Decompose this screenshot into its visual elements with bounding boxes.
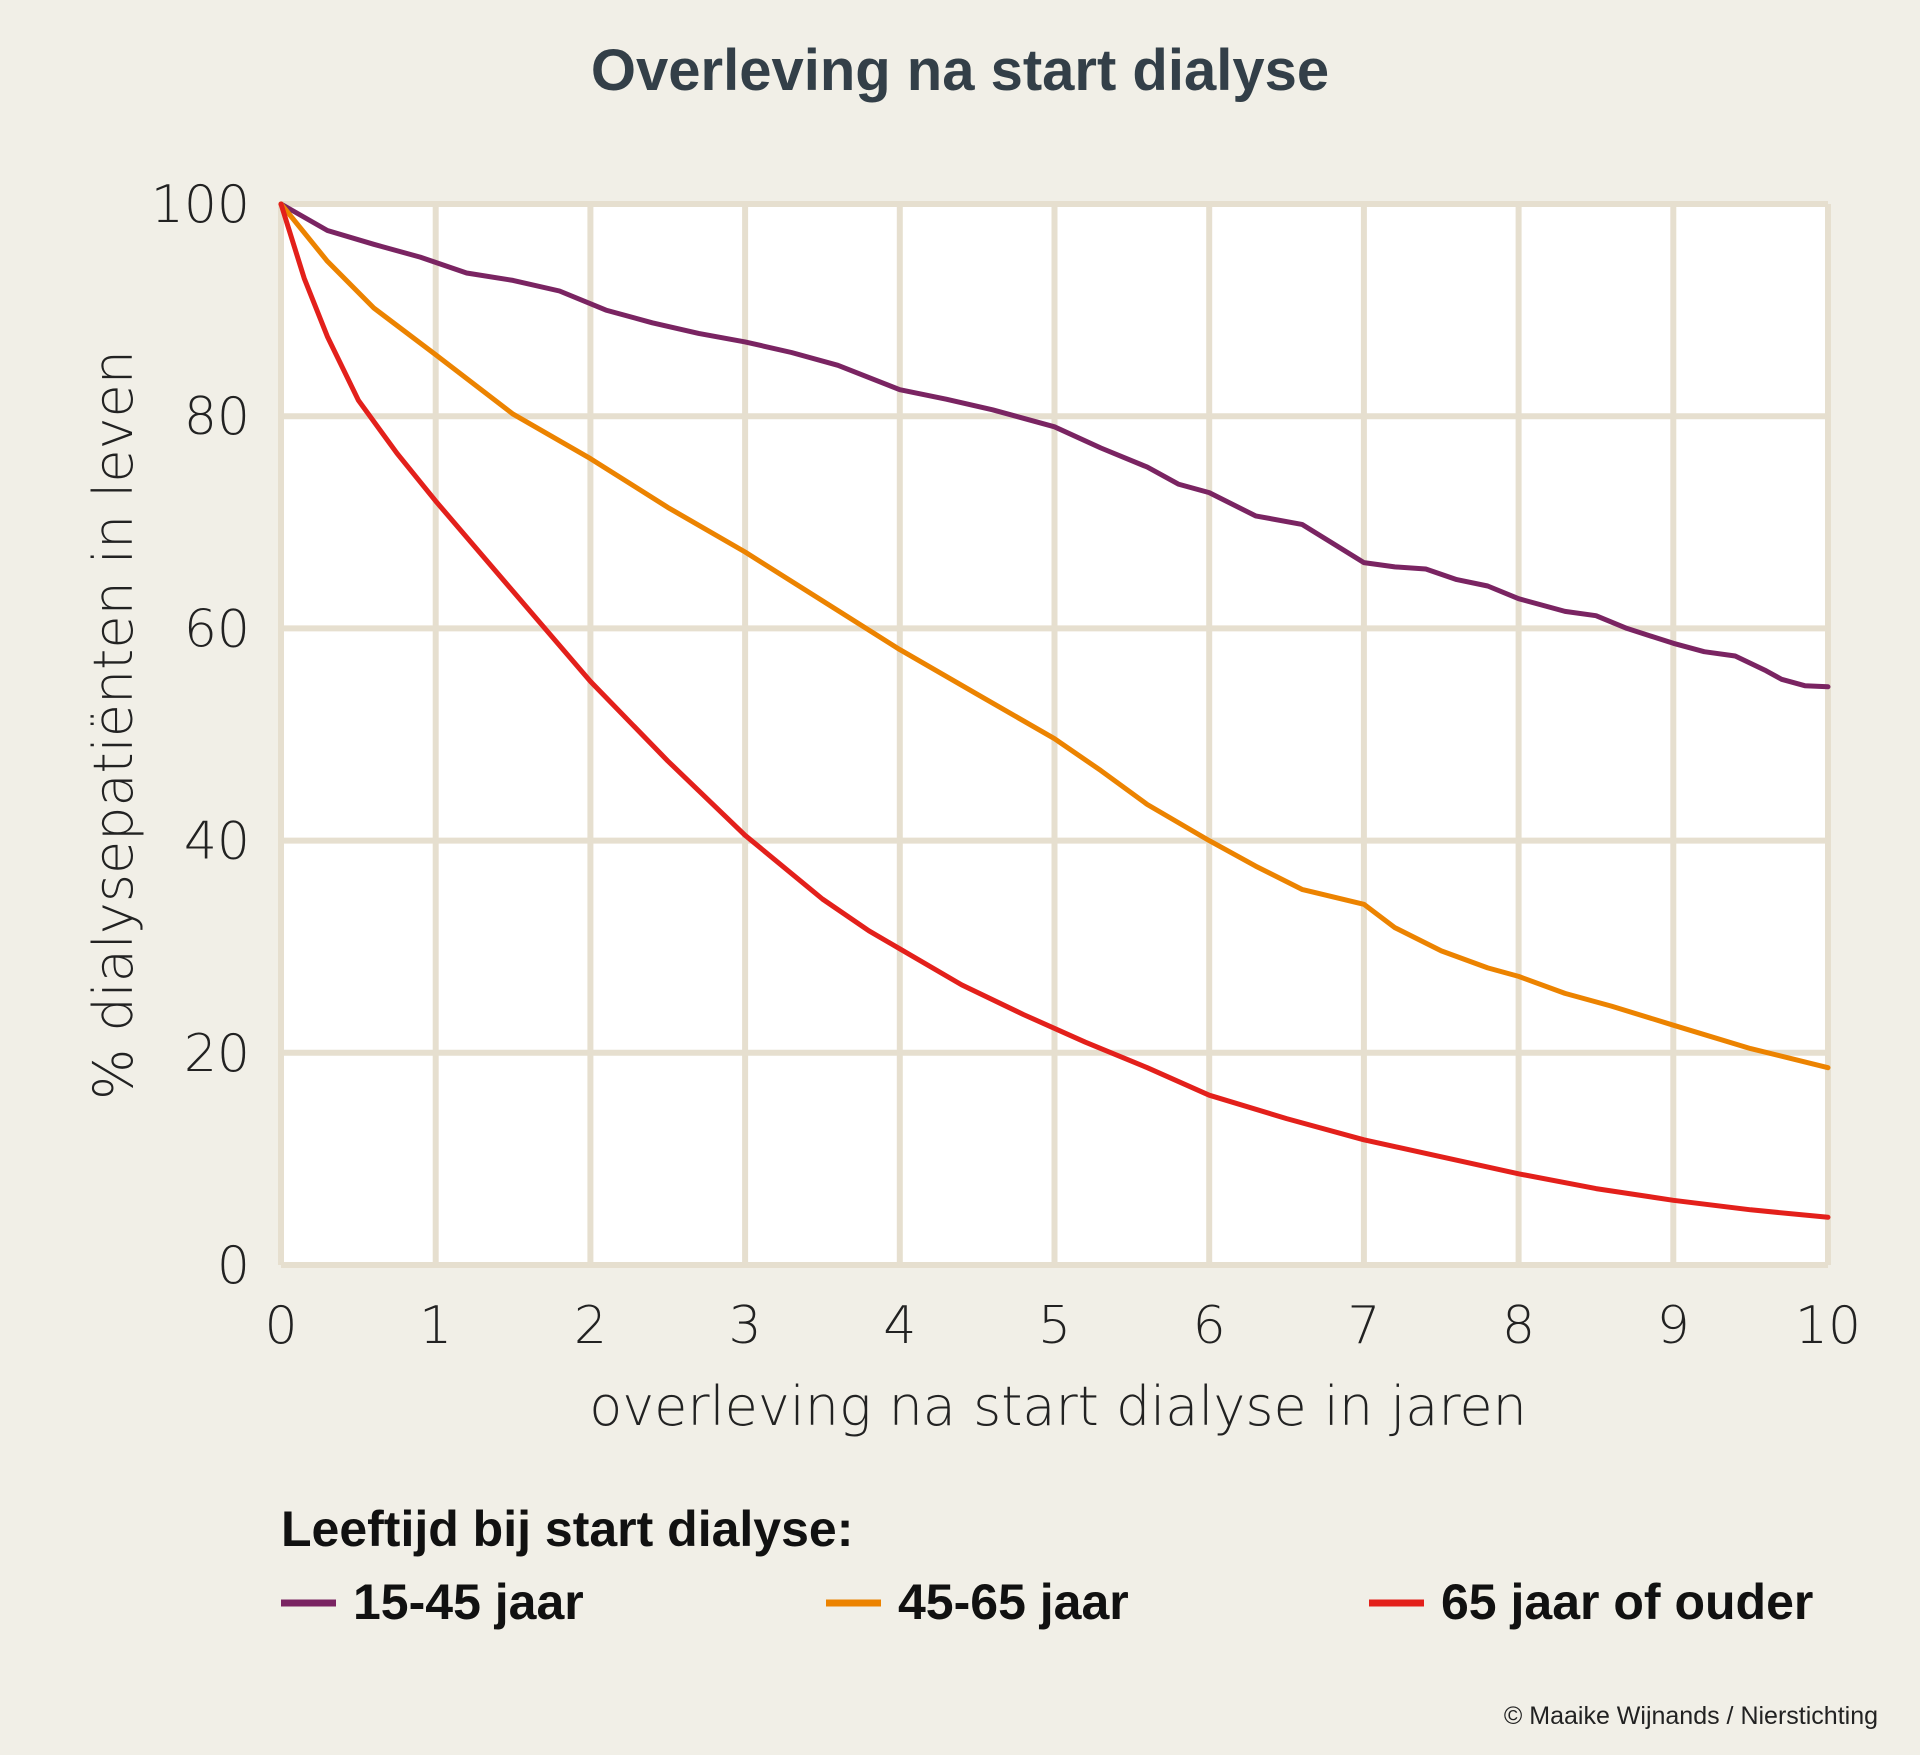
legend-item: 15-45 jaar bbox=[281, 1574, 584, 1630]
legend-label: 65 jaar of ouder bbox=[1441, 1574, 1813, 1630]
chart-title: Overleving na start dialyse bbox=[591, 38, 1329, 103]
series-line bbox=[278, 201, 1831, 1220]
x-tick-label: 4 bbox=[883, 1296, 916, 1356]
x-tick-label: 3 bbox=[729, 1296, 762, 1356]
legend: 15-45 jaar 45-65 jaar 65 jaar of ouder bbox=[281, 1574, 1813, 1630]
legend-item: 65 jaar of ouder bbox=[1369, 1574, 1813, 1630]
legend-title: Leeftijd bij start dialyse: bbox=[281, 1501, 853, 1557]
legend-label: 15-45 jaar bbox=[353, 1574, 584, 1630]
series-line bbox=[278, 201, 1831, 690]
x-axis-label: overleving na start dialyse in jaren bbox=[589, 1375, 1527, 1438]
y-axis-label: % dialysepatiënten in leven bbox=[82, 350, 145, 1100]
grid bbox=[278, 201, 1831, 1268]
x-tick-label: 5 bbox=[1038, 1296, 1071, 1356]
series-lines bbox=[278, 201, 1831, 1220]
y-tick-label: 100 bbox=[151, 175, 250, 235]
series-line bbox=[278, 201, 1831, 1071]
y-tick-label: 20 bbox=[184, 1024, 250, 1084]
y-tick-label: 40 bbox=[184, 812, 250, 872]
y-tick-label: 0 bbox=[217, 1236, 250, 1296]
y-tick-label: 80 bbox=[184, 387, 250, 447]
x-tick-label: 10 bbox=[1795, 1296, 1861, 1356]
x-tick-label: 9 bbox=[1657, 1296, 1690, 1356]
x-tick-label: 8 bbox=[1502, 1296, 1535, 1356]
x-tick-label: 7 bbox=[1347, 1296, 1380, 1356]
y-tick-label: 60 bbox=[184, 599, 250, 659]
y-axis-ticks: 0 20 40 60 80 100 bbox=[151, 175, 250, 1296]
x-tick-label: 2 bbox=[574, 1296, 607, 1356]
x-tick-label: 1 bbox=[419, 1296, 452, 1356]
x-tick-label: 0 bbox=[264, 1296, 297, 1356]
legend-label: 45-65 jaar bbox=[898, 1574, 1129, 1630]
legend-item: 45-65 jaar bbox=[826, 1574, 1129, 1630]
x-tick-label: 6 bbox=[1193, 1296, 1226, 1356]
x-axis-ticks: 0 1 2 3 4 5 6 7 8 9 10 bbox=[264, 1296, 1861, 1356]
copyright-credit: © Maaike Wijnands / Nierstichting bbox=[1504, 1702, 1878, 1730]
